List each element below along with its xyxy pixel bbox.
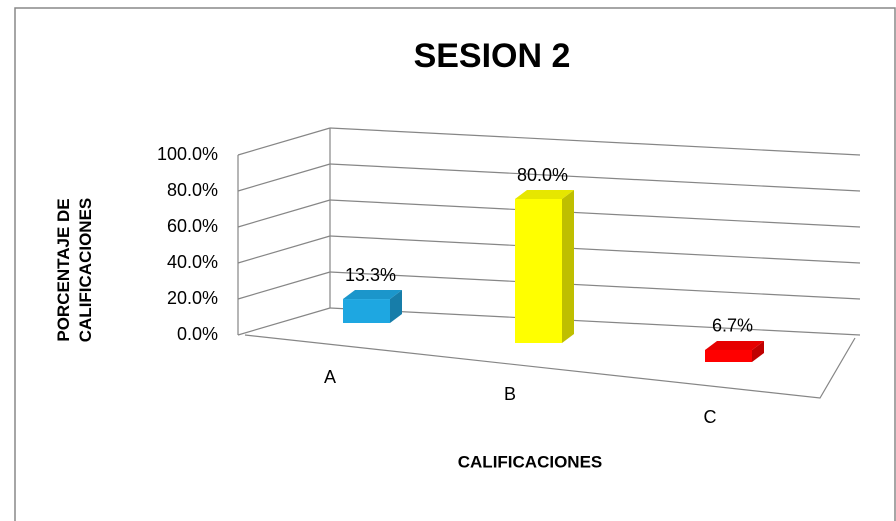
y-axis-label: PORCENTAJE DE CALIFICACIONES: [54, 197, 95, 343]
grid-line: [237, 163, 331, 192]
grid-line: [329, 235, 861, 264]
y-axis-label-box: PORCENTAJE DE CALIFICACIONES: [54, 197, 95, 343]
grid-line: [237, 235, 331, 264]
grid-line: [329, 199, 861, 228]
data-label: 6.7%: [712, 316, 753, 336]
data-label: 13.3%: [345, 265, 396, 285]
bar: [515, 199, 562, 343]
y-tick-label: 80.0%: [167, 180, 218, 200]
chart-title: SESION 2: [414, 37, 571, 75]
bar-side: [390, 290, 402, 323]
bar-top: [515, 190, 574, 199]
y-tick-label: 60.0%: [167, 216, 218, 236]
y-tick-label: 40.0%: [167, 252, 218, 272]
bar: [705, 349, 752, 362]
grid-line: [329, 271, 861, 300]
grid-line: [329, 307, 861, 336]
data-label: 80.0%: [517, 165, 568, 185]
grid-line: [237, 199, 331, 228]
x-tick-label: B: [504, 384, 516, 404]
x-tick-label: A: [324, 367, 336, 387]
x-tick-label: C: [704, 407, 717, 427]
grid-line: [329, 127, 861, 156]
chart-frame: [14, 7, 896, 521]
y-tick-label: 100.0%: [157, 144, 218, 164]
y-tick-label: 0.0%: [177, 324, 218, 344]
grid-line: [237, 307, 331, 336]
bar: [343, 299, 390, 323]
bar-side: [752, 340, 764, 362]
y-tick-label: 20.0%: [167, 288, 218, 308]
bar-side: [562, 190, 574, 343]
grid-line: [329, 163, 861, 192]
bar-top: [343, 290, 402, 300]
x-axis-label: CALIFICACIONES: [458, 452, 603, 471]
bar-top: [705, 340, 764, 350]
grid-line: [237, 271, 331, 300]
floor-edge: [244, 334, 856, 399]
grid-line: [237, 127, 331, 156]
